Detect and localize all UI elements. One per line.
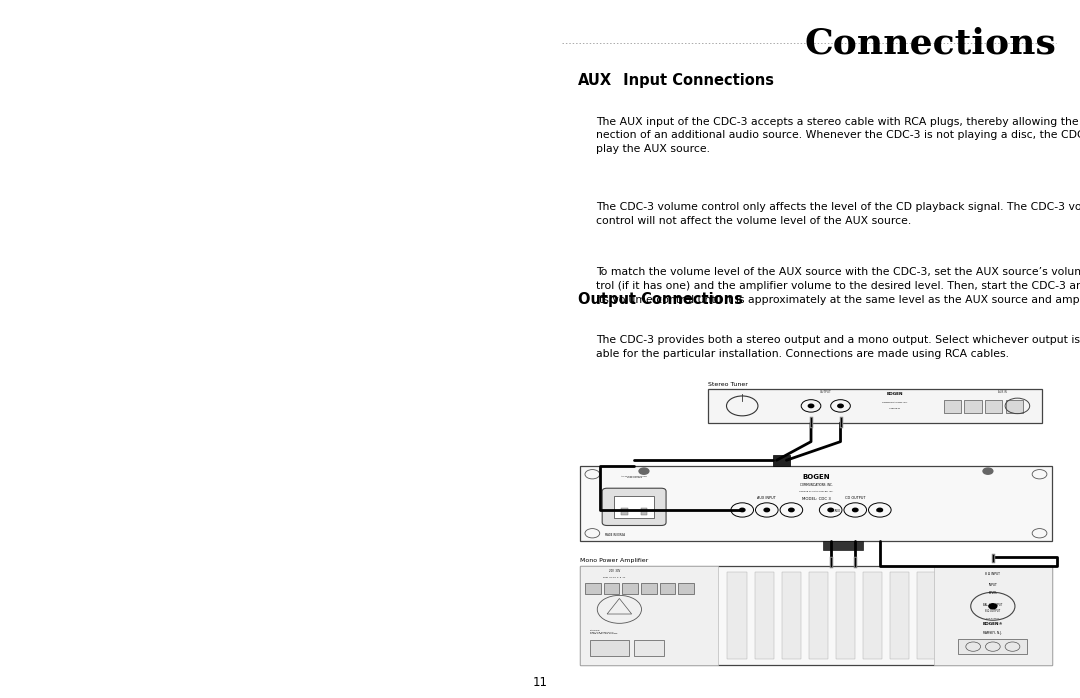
Text: Connections: Connections: [805, 27, 1056, 61]
Text: The CDC-3 volume control only affects the level of the CD playback signal. The C: The CDC-3 volume control only affects th…: [596, 202, 1080, 226]
Circle shape: [788, 508, 794, 512]
Text: STEREO: STEREO: [831, 509, 840, 512]
Circle shape: [983, 468, 993, 474]
Bar: [890, 572, 909, 659]
Circle shape: [740, 508, 745, 512]
Text: The CDC-3 provides both a stereo output and a mono output. Select whichever outp: The CDC-3 provides both a stereo output …: [596, 335, 1080, 359]
Bar: [985, 400, 1002, 413]
Bar: [934, 566, 1052, 665]
Bar: [944, 400, 961, 413]
Text: 8 Ω INPUT: 8 Ω INPUT: [985, 572, 1000, 576]
Text: AUX: AUX: [578, 73, 612, 88]
Bar: [755, 572, 774, 659]
Circle shape: [764, 508, 770, 512]
Circle shape: [639, 468, 649, 474]
Circle shape: [989, 604, 997, 609]
Bar: [971, 572, 990, 659]
Bar: [580, 566, 717, 665]
Text: Mono Power Amplifier: Mono Power Amplifier: [580, 558, 648, 563]
FancyBboxPatch shape: [603, 488, 666, 526]
Bar: [917, 572, 936, 659]
Bar: [604, 583, 620, 594]
Text: 20W  72 4.5  5  8  7V: 20W 72 4.5 5 8 7V: [604, 577, 625, 578]
Text: LEVEL: LEVEL: [988, 591, 997, 595]
Text: BOGEN: BOGEN: [887, 392, 903, 396]
Text: 11: 11: [532, 676, 548, 689]
Bar: [944, 572, 963, 659]
Bar: [809, 572, 828, 659]
Text: Output Connections: Output Connections: [578, 292, 743, 306]
Bar: [621, 508, 627, 514]
Text: CAUTION
REPLACE FUSE WITH
SAME TYPE AND RATING: CAUTION REPLACE FUSE WITH SAME TYPE AND …: [590, 630, 618, 634]
Bar: [580, 466, 1052, 541]
Bar: [580, 566, 1052, 665]
Bar: [782, 572, 801, 659]
Text: CD OUTPUT: CD OUTPUT: [845, 496, 865, 500]
Circle shape: [852, 508, 858, 512]
Bar: [615, 496, 653, 518]
Bar: [622, 583, 638, 594]
Text: AC POWER CONNECTOR
FUSE HOLDER: AC POWER CONNECTOR FUSE HOLDER: [621, 476, 647, 478]
Text: 8 Ω OUTPUT: 8 Ω OUTPUT: [985, 609, 1000, 614]
Bar: [964, 400, 982, 413]
Text: 20V  30V: 20V 30V: [609, 569, 620, 573]
Text: AUX INPUT: AUX INPUT: [757, 496, 777, 500]
Bar: [958, 639, 1027, 655]
Circle shape: [838, 404, 843, 408]
Bar: [678, 583, 694, 594]
Bar: [640, 508, 647, 514]
Bar: [863, 572, 882, 659]
Text: To match the volume level of the AUX source with the CDC-3, set the AUX source’s: To match the volume level of the AUX sou…: [596, 267, 1080, 304]
Text: COMMUNICATIONS, INC.: COMMUNICATIONS, INC.: [881, 401, 907, 403]
Circle shape: [808, 404, 813, 408]
Text: MADE IN KOREA: MADE IN KOREA: [605, 533, 624, 537]
Text: LICENSE OF LEAR SIEGLER, INC.: LICENSE OF LEAR SIEGLER, INC.: [799, 491, 833, 492]
Text: AUX IN: AUX IN: [998, 390, 1007, 394]
Bar: [823, 541, 863, 550]
Text: BOGEN®: BOGEN®: [983, 622, 1003, 626]
Text: Stereo Tuner: Stereo Tuner: [707, 383, 747, 387]
Bar: [585, 583, 600, 594]
Bar: [660, 583, 675, 594]
Circle shape: [828, 508, 834, 512]
Text: COMMUNICATIONS, INC.: COMMUNICATIONS, INC.: [799, 483, 833, 487]
Bar: [590, 641, 630, 656]
Text: BAL./L.S. INPUT: BAL./L.S. INPUT: [983, 603, 1002, 607]
Text: BOGEN: BOGEN: [802, 475, 829, 480]
Bar: [707, 389, 1042, 423]
Bar: [998, 572, 1017, 659]
Text: RAMSEY, N.J.: RAMSEY, N.J.: [983, 631, 1002, 635]
Text: Input Connections: Input Connections: [618, 73, 773, 88]
Text: MONO: MONO: [876, 509, 883, 512]
Circle shape: [877, 508, 882, 512]
Text: LICENSE OF: LICENSE OF: [889, 408, 901, 409]
Bar: [728, 572, 747, 659]
Text: The AUX input of the CDC-3 accepts a stereo cable with RCA plugs, thereby allowi: The AUX input of the CDC-3 accepts a ste…: [596, 117, 1080, 154]
Bar: [836, 572, 855, 659]
Bar: [642, 583, 657, 594]
Bar: [773, 455, 791, 466]
Bar: [634, 641, 663, 656]
Text: OUTPUT: OUTPUT: [820, 390, 832, 394]
Text: INPUT: INPUT: [988, 583, 997, 587]
Text: MODEL: CDC 3: MODEL: CDC 3: [801, 497, 831, 501]
Bar: [1005, 400, 1023, 413]
